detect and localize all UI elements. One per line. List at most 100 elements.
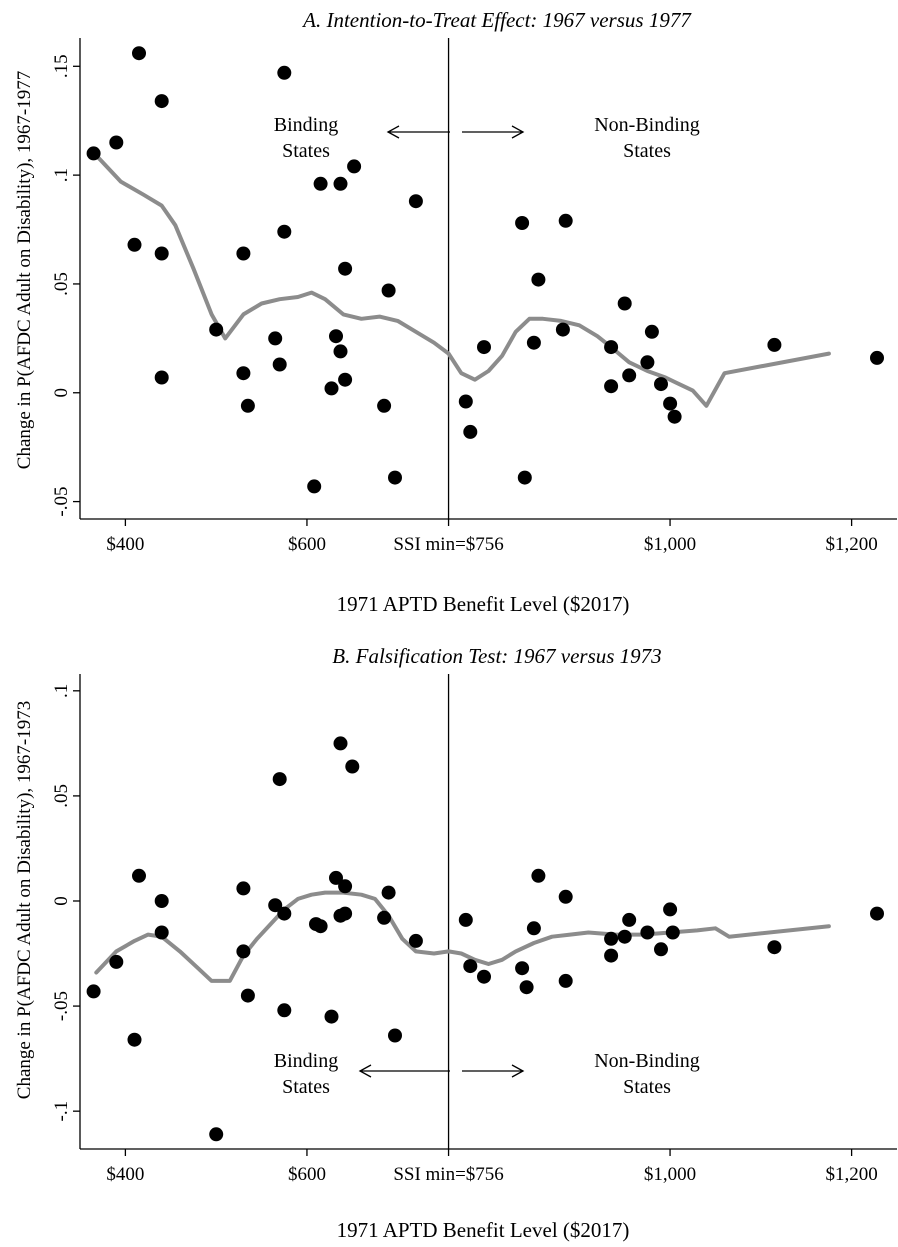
panel-b-x-tick-label: $400 — [106, 1164, 144, 1185]
panel-a-state-point — [347, 159, 362, 174]
panel-a-nonbinding-label-1: Non-Binding — [594, 114, 700, 136]
panel-a-state-point — [381, 283, 396, 298]
panel-a-state-point — [277, 65, 292, 80]
panel-b-x-tick-label: $600 — [288, 1164, 326, 1185]
panel-a-state-point — [154, 370, 169, 385]
panel-b: B. Falsification Test: 1967 versus 1973 … — [14, 644, 897, 1242]
panel-a-y-axis: .15 .1 .05 0 -.05 — [51, 38, 81, 519]
panel-b-right-arrow — [462, 1064, 525, 1078]
panel-b-y-axis-label: Change in P(AFDC Adult on Disability), 1… — [14, 701, 35, 1099]
panel-b-state-point — [209, 1127, 224, 1142]
panel-a-state-point — [333, 344, 348, 359]
panel-b-state-point — [665, 925, 680, 940]
panel-a-state-point — [236, 366, 251, 381]
panel-b-y-tick-label: .05 — [51, 784, 72, 808]
panel-a-state-point — [517, 470, 532, 485]
panel-a-state-point — [132, 46, 146, 61]
panel-b-state-point — [86, 984, 101, 999]
panel-a-state-point — [644, 324, 659, 339]
panel-b-state-point — [515, 961, 530, 976]
panel-a-state-point — [338, 261, 353, 276]
panel-b-binding-label-1: Binding — [274, 1050, 338, 1072]
panel-b-state-point — [268, 898, 283, 913]
panel-b-state-point — [531, 868, 546, 883]
panel-b-x-axis-label: 1971 APTD Benefit Level ($2017) — [337, 1218, 630, 1242]
panel-b-y-axis: .1 .05 0 -.05 -.1 — [51, 674, 81, 1149]
panel-a-state-point — [767, 337, 782, 352]
panel-a-state-point — [86, 146, 101, 161]
panel-a-state-point — [622, 368, 637, 383]
panel-a-state-point — [388, 470, 402, 485]
panel-b-binding-label-2: States — [282, 1076, 330, 1098]
panel-a-state-point — [640, 355, 655, 370]
panel-b-state-point — [236, 881, 251, 896]
panel-b-state-point — [338, 879, 353, 894]
panel-a-state-point — [154, 94, 169, 109]
panel-a-marks — [86, 38, 884, 519]
panel-b-ssi-threshold-label: SSI min=$756 — [393, 1164, 503, 1185]
panel-b-state-point — [526, 921, 541, 936]
panel-b-state-point — [463, 959, 478, 974]
panel-b-left-arrow — [358, 1064, 450, 1078]
panel-b-state-point — [154, 925, 169, 940]
panel-a-state-point — [236, 246, 251, 261]
panel-a-state-point — [268, 331, 283, 346]
panel-b-state-point — [313, 919, 328, 934]
panel-a-state-point — [377, 398, 392, 413]
panel-a-state-point — [333, 176, 348, 191]
panel-b-state-point — [154, 894, 169, 908]
panel-a-state-point — [663, 396, 678, 411]
panel-b-smoothed-fit-line — [94, 890, 831, 983]
panel-a-y-axis-label: Change in P(AFDC Adult on Disability), 1… — [14, 71, 35, 469]
panel-b-state-point — [127, 1032, 142, 1047]
panel-b-state-point — [870, 906, 884, 921]
panel-a-x-tick-label: $600 — [288, 534, 326, 555]
panel-b-state-point — [338, 906, 353, 921]
panel-b-state-point — [272, 772, 287, 787]
panel-a-x-tick-label: $1,000 — [644, 534, 696, 555]
panel-a-state-point — [531, 272, 546, 287]
panel-a-state-point — [604, 340, 619, 355]
panel-a-y-tick-label: -.05 — [51, 487, 72, 517]
panel-b-state-point — [329, 870, 343, 885]
panel-a-state-point — [654, 377, 668, 392]
panel-b-y-tick-label: -.05 — [51, 991, 72, 1021]
panel-a-state-point — [329, 329, 343, 344]
panel-b-state-point — [240, 988, 255, 1003]
panel-b-state-point — [617, 929, 632, 944]
panel-b-nonbinding-label-1: Non-Binding — [594, 1050, 700, 1072]
panel-a-state-point — [526, 335, 541, 350]
panel-b-state-point — [622, 912, 637, 927]
panel-b-y-tick-label: 0 — [51, 896, 72, 906]
panel-a-state-point — [515, 216, 530, 230]
panel-b-state-point — [324, 1009, 339, 1024]
panel-a-state-point — [463, 424, 478, 439]
panel-a-state-point — [209, 322, 224, 337]
panel-a-state-point — [558, 213, 573, 228]
panel-a-state-point — [154, 246, 169, 261]
panel-a-state-point — [313, 176, 328, 191]
panel-a-y-tick-label: .1 — [51, 168, 72, 182]
panel-a-state-point — [277, 224, 292, 239]
panel-b-state-point — [604, 948, 619, 963]
panel-a-state-point — [477, 340, 491, 355]
panel-a-x-axis: $400 $600 $1,000 $1,200 SSI min=$756 — [80, 518, 897, 555]
panel-a-x-tick-label: $400 — [106, 534, 144, 555]
panel-b-x-axis: $400 $600 $1,000 $1,200 SSI min=$756 — [80, 1148, 897, 1185]
panel-a-state-point — [458, 394, 473, 409]
panel-a-state-point — [272, 357, 287, 372]
panel-b-state-point — [654, 942, 668, 957]
panel-b-x-tick-label: $1,200 — [825, 1164, 877, 1185]
panel-a-state-point — [617, 296, 632, 311]
panel-b-y-tick-label: -.1 — [51, 1101, 72, 1122]
panel-a-state-point — [667, 409, 682, 424]
panel-b-title: B. Falsification Test: 1967 versus 1973 — [332, 644, 661, 668]
panel-b-state-point — [388, 1028, 402, 1043]
panel-a-state-point — [870, 350, 884, 365]
panel-b-state-point — [767, 940, 782, 955]
panel-a-binding-label-2: States — [282, 140, 330, 162]
panel-b-state-point — [333, 736, 348, 751]
panel-a-x-axis-label: 1971 APTD Benefit Level ($2017) — [337, 592, 630, 616]
panel-b-state-point — [377, 910, 392, 925]
